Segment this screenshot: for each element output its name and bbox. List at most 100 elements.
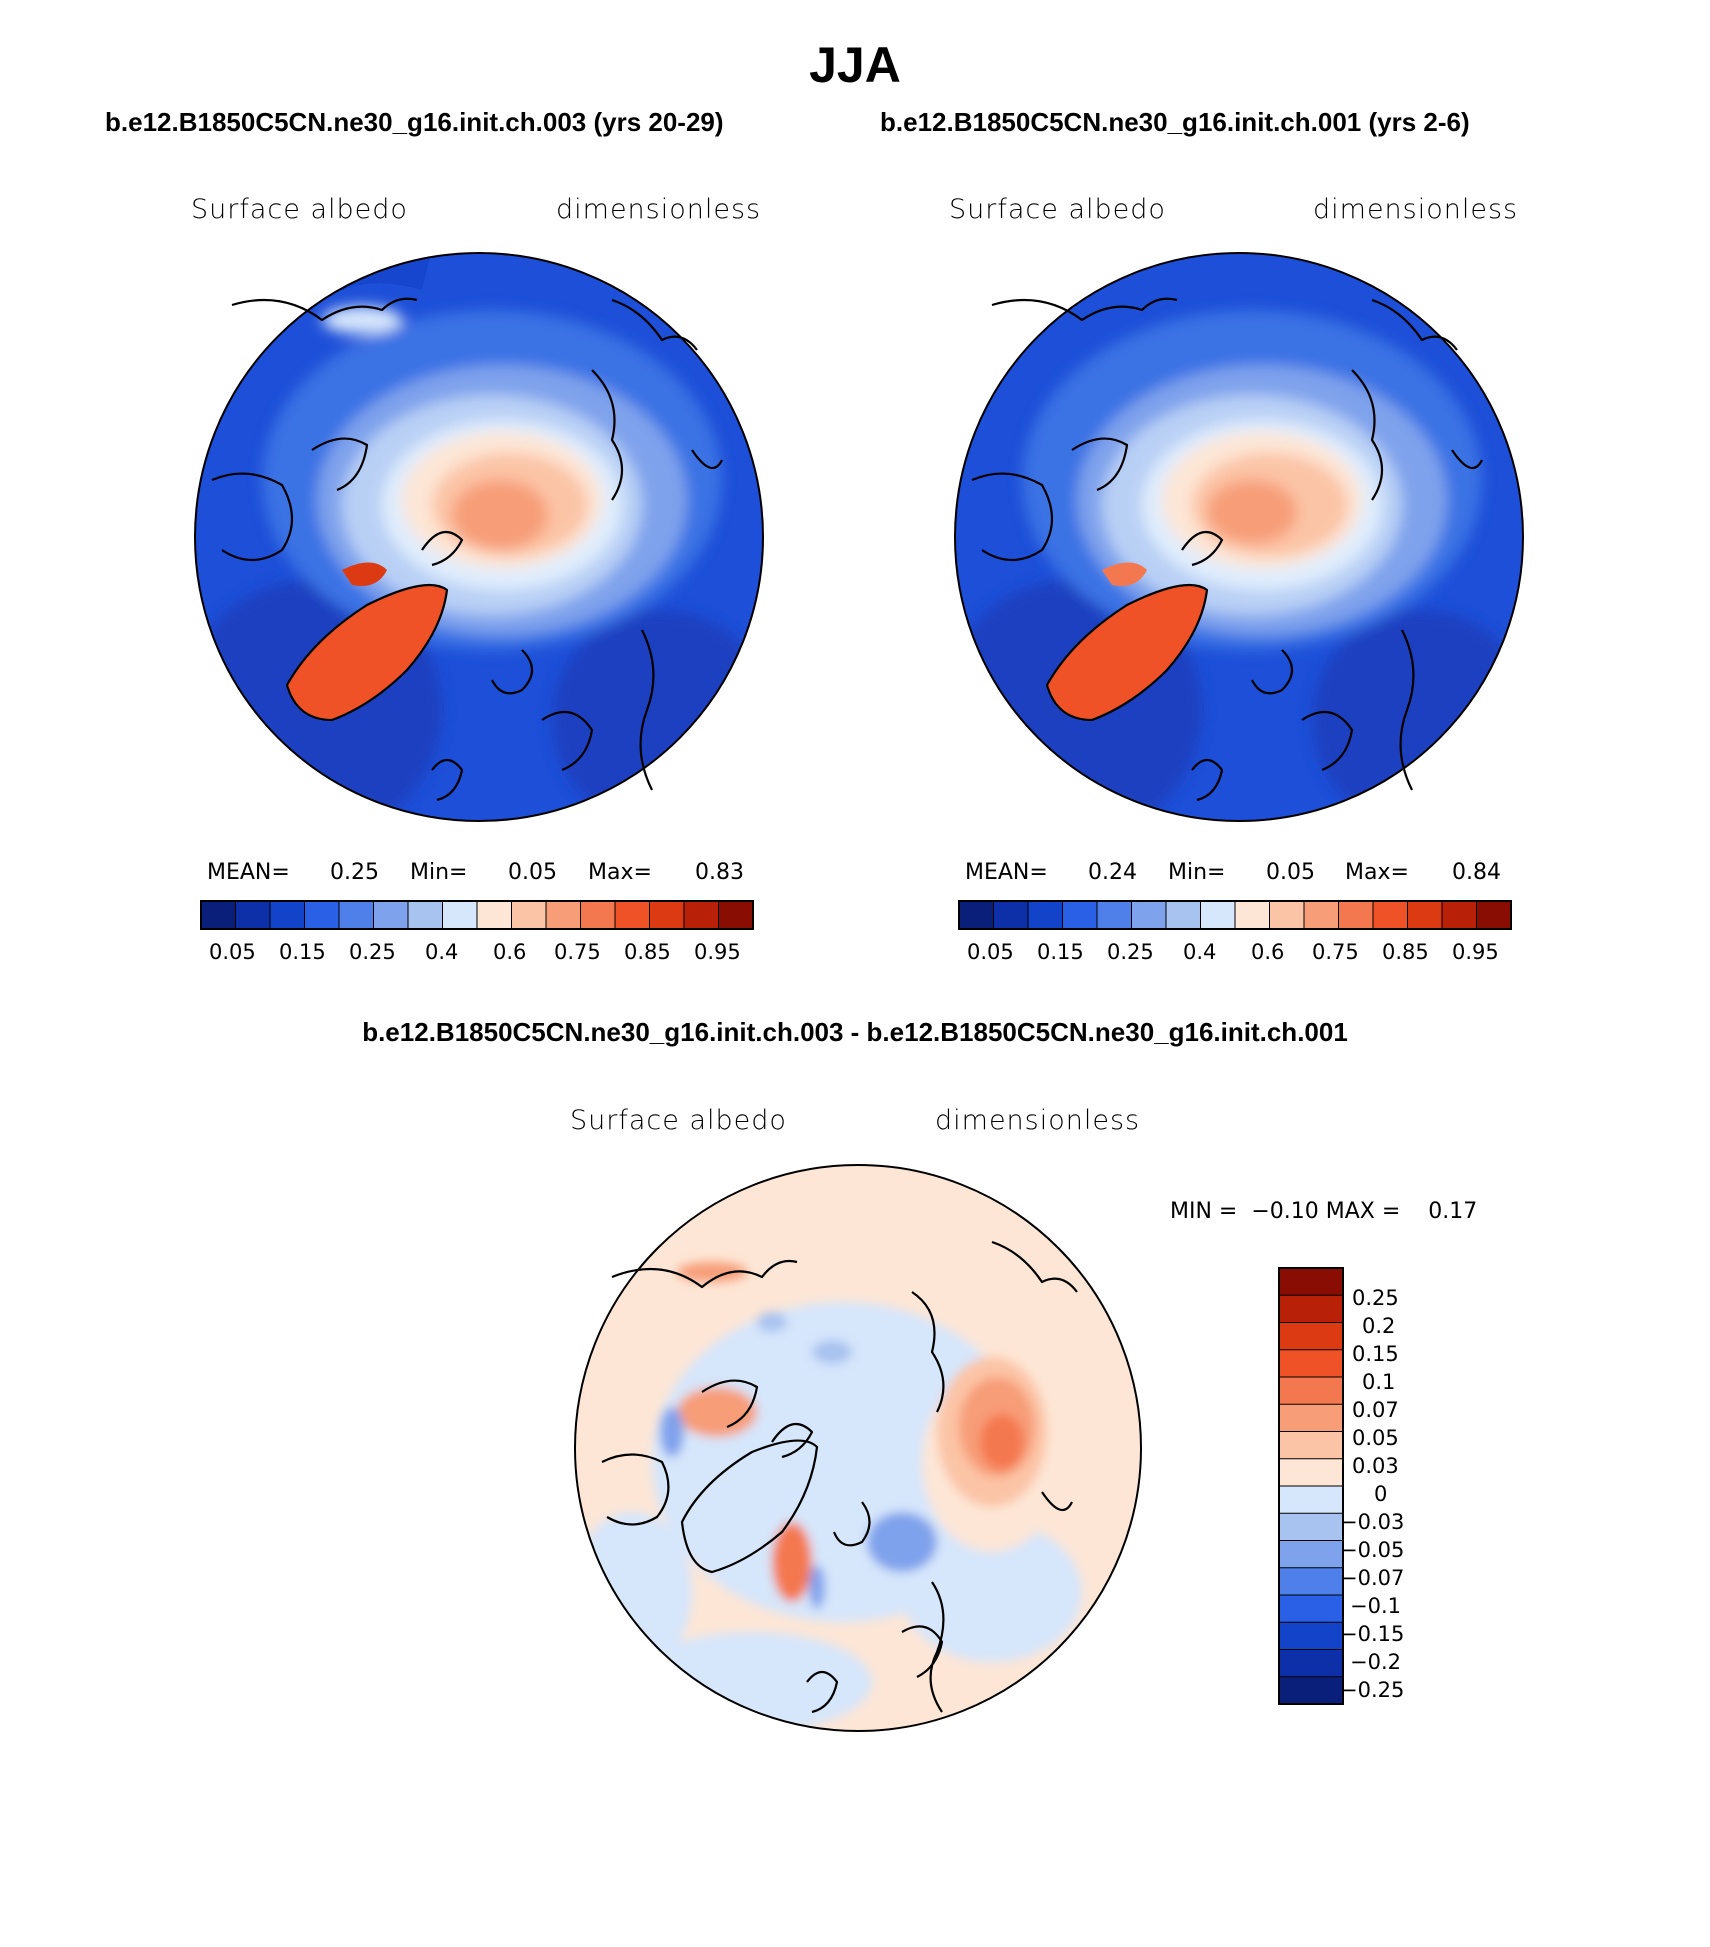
panel-2-max-label: Max= (1345, 860, 1409, 885)
panel-1-min-value: 0.05 (508, 860, 557, 885)
panel-2-min-value: 0.05 (1266, 860, 1315, 885)
colorbar-swatch (1372, 900, 1409, 930)
diff-cb-label: −0.03 (1340, 1510, 1405, 1534)
panel-1-cb-label: 0.4 (425, 940, 459, 964)
colorbar-swatch (1278, 1403, 1344, 1433)
colorbar-swatch (511, 900, 547, 930)
panel-1-cb-label: 0.15 (279, 940, 326, 964)
colorbar-swatch (1407, 900, 1443, 930)
colorbar-swatch (407, 900, 444, 930)
panel-2-min-label: Min= (1168, 860, 1226, 885)
diff-colorbar-labels: 0.25 0.2 0.15 0.1 0.07 0.05 0.03 0 −0.03… (1340, 1267, 1460, 1707)
colorbar-swatch (476, 900, 513, 930)
panel-1-colorbar (200, 900, 754, 930)
panel-1-cb-label: 0.85 (624, 940, 671, 964)
diff-cb-label: −0.15 (1340, 1622, 1405, 1646)
colorbar-labels-row: 0.05 0.15 0.25 0.4 0.6 0.75 0.85 0.95 0.… (0, 940, 1710, 970)
colorbar-swatch (718, 900, 754, 930)
colorbar-swatch (338, 900, 375, 930)
colorbar-swatch (373, 900, 409, 930)
panel-1-cb-label: 0.25 (349, 940, 396, 964)
panel-2-cb-label: 0.05 (967, 940, 1014, 964)
colorbar-swatch (1096, 900, 1133, 930)
panel-1-case-title: b.e12.B1850C5CN.ne30_g16.init.ch.003 (yr… (105, 107, 724, 137)
colorbar-swatch (958, 900, 995, 930)
colorbar-swatch (1278, 1567, 1344, 1596)
panel-2-case-title: b.e12.B1850C5CN.ne30_g16.init.ch.001 (yr… (880, 107, 1470, 137)
colorbar-swatch (1278, 1540, 1344, 1569)
colorbar-swatch (580, 900, 616, 930)
diff-panel-variable: Surface albedo (570, 1105, 787, 1136)
diff-colorbar (1278, 1267, 1344, 1705)
colorbar-swatch (1278, 1322, 1344, 1351)
panel-1-max-value: 0.83 (695, 860, 744, 885)
diff-cb-label: 0.1 (1362, 1370, 1396, 1394)
panel-2-cb-label: 0.85 (1382, 940, 1429, 964)
panel-2-mean-value: 0.24 (1088, 860, 1137, 885)
panel-1-cb-label: 0.6 (493, 940, 527, 964)
panel-1-cb-label: 0.75 (554, 940, 601, 964)
colorbar-swatch (200, 900, 237, 930)
panel-2-cb-label: 0.95 (1452, 940, 1499, 964)
diff-cb-label: 0.15 (1352, 1342, 1399, 1366)
panel-2-max-value: 0.84 (1452, 860, 1501, 885)
colorbar-swatch (1278, 1676, 1344, 1705)
colorbar-swatch (442, 900, 478, 930)
colorbar-swatch (1278, 1621, 1344, 1651)
colorbar-swatch (1062, 900, 1098, 930)
diff-polar-map (574, 1164, 1142, 1732)
panel-2-cb-label: 0.6 (1251, 940, 1285, 964)
colorbar-swatch (1278, 1431, 1344, 1460)
colorbar-swatch (1338, 900, 1374, 930)
diff-cb-label: 0.2 (1362, 1314, 1396, 1338)
figure-title: JJA (809, 37, 901, 93)
panel-1-cb-label: 0.05 (209, 940, 256, 964)
panel-2-cb-label: 0.4 (1183, 940, 1217, 964)
colorbar-swatch (1278, 1485, 1344, 1515)
colorbar-swatch (269, 900, 306, 930)
colorbar-swatch (1278, 1649, 1344, 1678)
diff-cb-label: 0.03 (1352, 1454, 1399, 1478)
colorbar-swatch (1441, 900, 1478, 930)
panel-2-cb-label: 0.75 (1312, 940, 1359, 964)
panel-2-cb-label: 0.15 (1037, 940, 1084, 964)
panel-2-polar-map (954, 252, 1524, 822)
panel-2-variable: Surface albedo (949, 194, 1166, 225)
colorbar-swatch (1278, 1267, 1344, 1297)
colorbar-swatch (993, 900, 1029, 930)
diff-panel-title: b.e12.B1850C5CN.ne30_g16.init.ch.003 - b… (362, 1017, 1348, 1047)
panel-2-colorbar (958, 900, 1512, 930)
colorbar-swatch (1269, 900, 1305, 930)
colorbar-swatch (1200, 900, 1236, 930)
colorbar-swatch (1278, 1594, 1344, 1624)
colorbar-swatch (614, 900, 651, 930)
diff-cb-label: −0.2 (1350, 1650, 1401, 1674)
diff-cb-label: −0.25 (1340, 1678, 1405, 1702)
panel-2-cb-label: 0.25 (1107, 940, 1154, 964)
colorbar-swatch (649, 900, 685, 930)
diff-cb-label: −0.07 (1340, 1566, 1405, 1590)
panel-1-max-label: Max= (588, 860, 652, 885)
diff-cb-label: −0.05 (1340, 1538, 1405, 1562)
panel-2-mean-label: MEAN= (965, 860, 1048, 885)
colorbar-swatch (304, 900, 340, 930)
colorbar-swatch (1131, 900, 1167, 930)
colorbar-swatch (1278, 1512, 1344, 1542)
colorbar-swatch (545, 900, 582, 930)
panel-1-units: dimensionless (556, 194, 762, 225)
panel-1-polar-map (194, 252, 764, 822)
diff-panel-minmax: MIN = −0.10 MAX = 0.17 (1170, 1199, 1478, 1224)
colorbar-swatch (1278, 1376, 1344, 1406)
colorbar-swatch (1278, 1294, 1344, 1324)
panel-1-min-label: Min= (410, 860, 468, 885)
colorbar-swatch (1165, 900, 1202, 930)
colorbar-swatch (1278, 1458, 1344, 1487)
panel-1-cb-label: 0.95 (694, 940, 741, 964)
diff-cb-label: 0.05 (1352, 1426, 1399, 1450)
diff-cb-label: 0.07 (1352, 1398, 1399, 1422)
colorbar-swatch (1278, 1349, 1344, 1378)
diff-panel-units: dimensionless (935, 1105, 1141, 1136)
colorbar-swatch (1476, 900, 1512, 930)
colorbar-swatch (683, 900, 720, 930)
colorbar-swatch (1027, 900, 1064, 930)
